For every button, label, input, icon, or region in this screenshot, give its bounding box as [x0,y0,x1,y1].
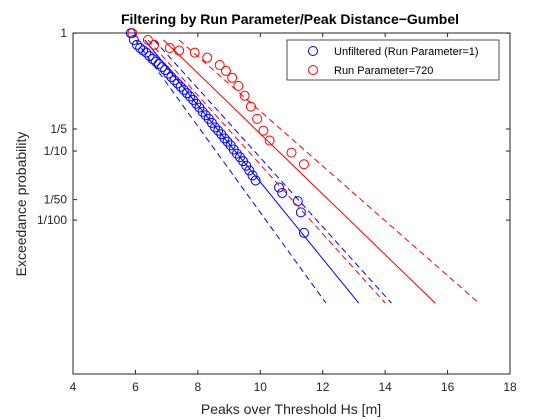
plot-area [72,32,511,375]
data-point-run-parameter-720 [127,28,138,39]
fit-line-unfiltered [144,39,359,304]
ci-lower-line-unfiltered [135,39,327,304]
ci-upper-line-unfiltered [153,39,392,304]
data-point-unfiltered [250,175,261,186]
legend: Unfiltered (Run Parameter=1) Run Paramet… [286,39,500,81]
data-point-unfiltered [169,75,180,86]
legend-box [286,39,500,81]
data-point-run-parameter-720 [220,65,231,76]
x-tick-label: 6 [132,380,139,394]
data-point-unfiltered [144,51,155,62]
y-tick-label: 1/50 [44,193,68,207]
fit-line-run-parameter-720 [163,39,436,304]
data-point-unfiltered [298,227,309,238]
data-point-unfiltered [213,125,224,136]
data-point-unfiltered [150,56,161,67]
x-tick-label: 12 [316,380,330,394]
data-point-unfiltered [197,106,208,117]
data-point-run-parameter-720 [252,113,263,124]
x-tick-label: 16 [441,380,455,394]
x-tick-label: 18 [503,380,517,394]
chart-title: Filtering by Run Parameter/Peak Distance… [121,11,459,27]
data-point-unfiltered [156,62,167,73]
ci-lower-line-run-parameter-720 [147,39,386,304]
data-point-unfiltered [200,110,211,121]
data-point-unfiltered [166,71,177,82]
data-point-run-parameter-720 [245,101,256,112]
data-point-unfiltered [185,91,196,102]
data-point-unfiltered [181,88,192,99]
legend-label-unfiltered: Unfiltered (Run Parameter=1) [334,46,479,58]
data-point-unfiltered [274,182,285,193]
data-point-unfiltered [244,165,255,176]
y-tick-label: 1/10 [44,144,68,158]
data-point-run-parameter-720 [149,39,160,50]
data-point-unfiltered [219,133,230,144]
data-point-unfiltered [295,207,306,218]
x-axis-label: Peaks over Threshold Hs [m] [201,401,381,417]
data-point-unfiltered [231,148,242,159]
data-point-unfiltered [160,64,171,75]
data-point-run-parameter-720 [189,47,200,58]
y-tick-label: 1 [60,26,67,40]
data-point-run-parameter-720 [298,159,309,170]
x-tick-label: 8 [195,380,202,394]
x-tick-label: 4 [70,380,77,394]
ci-upper-line-run-parameter-720 [178,39,480,304]
data-point-unfiltered [210,122,221,133]
data-point-unfiltered [153,58,164,69]
data-point-run-parameter-720 [142,35,153,45]
y-tick-label: 1/100 [37,213,67,227]
y-axis-ticks: 1 1/5 1/10 1/50 1/100 [37,26,510,227]
data-point-run-parameter-720 [164,43,175,54]
data-point-run-parameter-720 [227,72,238,83]
x-tick-label: 10 [254,380,268,394]
x-tick-label: 14 [378,380,392,394]
data-point-run-parameter-720 [264,135,275,146]
data-point-unfiltered [172,78,183,89]
data-point-unfiltered [188,95,199,106]
data-point-unfiltered [147,54,158,65]
data-point-run-parameter-720 [286,147,297,158]
data-point-unfiltered [247,170,258,181]
data-point-run-parameter-720 [233,80,244,91]
data-point-unfiltered [141,47,152,58]
data-point-run-parameter-720 [258,125,269,136]
data-point-unfiltered [222,136,233,147]
y-axis-label: Exceedance probability [13,132,29,277]
x-axis-ticks: 4 6 8 10 12 14 16 18 [70,33,517,394]
data-point-run-parameter-720 [239,90,250,101]
data-point-unfiltered [178,84,189,95]
data-point-unfiltered [163,68,174,79]
legend-label-run-parameter-720: Run Parameter=720 [334,65,433,77]
legend-marker-unfiltered [308,46,318,56]
legend-marker-run-parameter-720 [308,65,318,75]
data-point-run-parameter-720 [214,60,225,71]
data-point-run-parameter-720 [174,45,185,56]
data-point-unfiltered [138,45,149,56]
data-point-unfiltered [175,81,186,92]
y-tick-label: 1/5 [50,122,67,136]
data-point-unfiltered [131,39,142,50]
data-point-run-parameter-720 [202,52,213,63]
plot-marks [125,28,480,304]
